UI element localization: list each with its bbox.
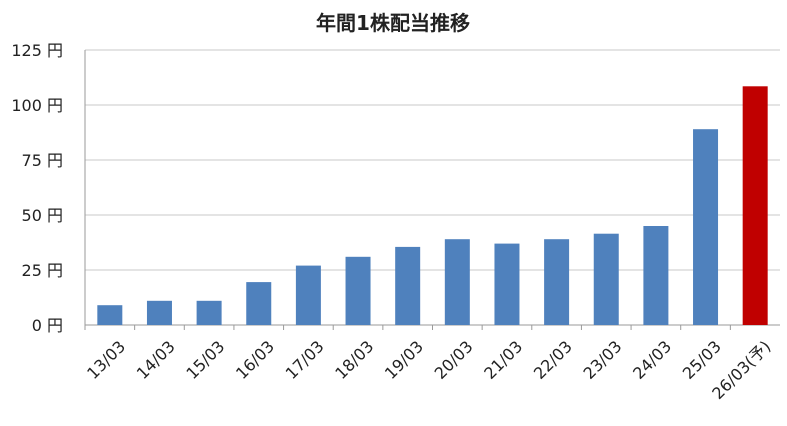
bar	[295, 265, 321, 325]
bar-forecast	[742, 86, 768, 325]
gridlines	[84, 49, 780, 330]
y-axis-ticks: 0 円 25 円 50 円 75 円 100 円 125 円	[11, 41, 63, 335]
x-tick-label: 16/03	[232, 337, 278, 383]
bar	[494, 243, 520, 325]
x-tick-label: 19/03	[381, 337, 427, 383]
bar	[444, 239, 470, 325]
x-tick-label: 13/03	[83, 337, 129, 383]
bar	[345, 256, 371, 325]
bar	[196, 300, 222, 325]
bar	[544, 239, 570, 325]
x-tick-label: 22/03	[530, 337, 576, 383]
bar	[643, 226, 669, 325]
y-tick-label: 125 円	[11, 41, 63, 60]
x-tick-label: 20/03	[431, 337, 477, 383]
x-tick-label: 24/03	[629, 337, 675, 383]
bar	[246, 282, 272, 325]
y-tick-label: 75 円	[22, 151, 63, 170]
x-tick-label: 17/03	[282, 337, 328, 383]
x-tick-label: 15/03	[182, 337, 228, 383]
x-axis-ticks: 13/03 14/03 15/03 16/03 17/03 18/03 19/03 20/03…	[83, 337, 774, 403]
bars	[97, 86, 768, 325]
bar	[693, 129, 719, 325]
y-tick-label: 25 円	[22, 261, 63, 280]
bar	[593, 233, 619, 325]
x-tick-label: 23/03	[580, 337, 626, 383]
x-tick-label: 21/03	[480, 337, 526, 383]
bar	[146, 300, 172, 325]
chart-title: 年間1株配当推移	[316, 11, 470, 35]
y-tick-label: 0 円	[32, 316, 63, 335]
y-tick-label: 50 円	[22, 206, 63, 225]
y-tick-label: 100 円	[11, 96, 63, 115]
bar	[395, 246, 421, 325]
x-tick-label: 14/03	[133, 337, 179, 383]
bar	[97, 305, 123, 325]
x-tick-label: 25/03	[679, 337, 725, 383]
x-tick-label: 18/03	[331, 337, 377, 383]
